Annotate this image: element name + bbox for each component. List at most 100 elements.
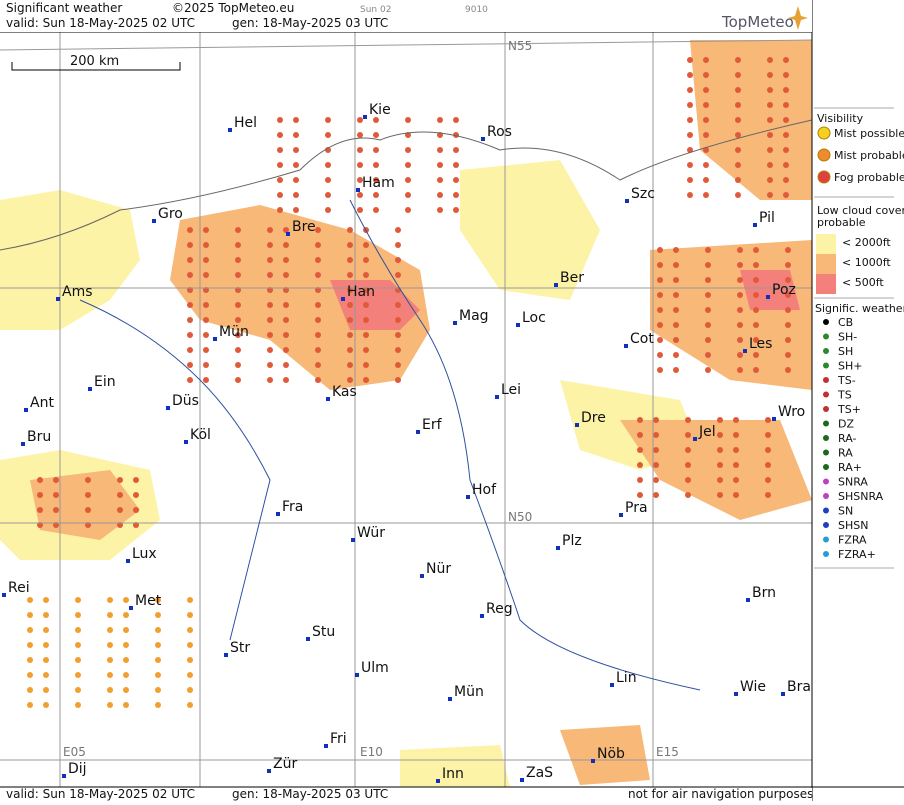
legend-item: TS xyxy=(837,389,852,402)
city-marker xyxy=(625,199,629,203)
city-label: Plz xyxy=(562,533,582,549)
fog-dot xyxy=(363,377,369,383)
city-marker xyxy=(286,232,290,236)
fog-dot xyxy=(283,347,289,353)
legend-item: RA xyxy=(838,447,853,460)
city-marker xyxy=(56,297,60,301)
fog-dot xyxy=(107,627,113,633)
city-label: Ams xyxy=(62,284,93,300)
fog-dot xyxy=(453,117,459,123)
fog-dot xyxy=(187,377,193,383)
city-marker xyxy=(453,321,457,325)
fog-dot xyxy=(685,417,691,423)
fog-dot xyxy=(737,277,743,283)
fog-dot xyxy=(405,162,411,168)
fog-dot xyxy=(277,207,283,213)
city-marker xyxy=(693,437,697,441)
fog-dot xyxy=(107,597,113,603)
footer-bg xyxy=(0,788,812,801)
fog-dot xyxy=(437,117,443,123)
fog-dot xyxy=(737,307,743,313)
fog-dot xyxy=(395,242,401,248)
fog-dot xyxy=(117,492,123,498)
fog-dot xyxy=(657,337,663,343)
fog-dot xyxy=(703,117,709,123)
fog-dot xyxy=(53,477,59,483)
fog-dot xyxy=(357,192,363,198)
city-marker xyxy=(363,115,367,119)
fog-dot xyxy=(43,687,49,693)
fog-dot xyxy=(373,207,379,213)
fog-dot xyxy=(767,117,773,123)
fog-dot xyxy=(235,227,241,233)
legend-item: FZRA xyxy=(838,534,867,547)
fog-dot xyxy=(703,87,709,93)
fog-dot xyxy=(315,227,321,233)
fog-dot xyxy=(75,657,81,663)
fog-dot xyxy=(783,72,789,78)
city-marker xyxy=(624,344,628,348)
fog-dot xyxy=(75,642,81,648)
legend-icon xyxy=(823,420,829,427)
grid-line xyxy=(0,39,813,51)
fog-dot xyxy=(733,462,739,468)
footer-gen: gen: 18-May-2025 03 UTC xyxy=(232,787,388,801)
city-label: Les xyxy=(749,336,772,352)
legend-icon xyxy=(823,536,829,543)
fog-dot xyxy=(267,257,273,263)
fog-dot xyxy=(123,657,129,663)
fog-dot xyxy=(123,702,129,708)
fog-dot xyxy=(705,262,711,268)
fog-dot xyxy=(187,242,193,248)
fog-dot xyxy=(347,302,353,308)
fog-dot xyxy=(753,277,759,283)
fog-dot xyxy=(705,307,711,313)
legend-title: Signific. weather xyxy=(815,302,904,315)
city-marker xyxy=(520,778,524,782)
city-marker xyxy=(24,408,28,412)
fog-dot xyxy=(27,642,33,648)
fog-dot xyxy=(783,162,789,168)
fog-dot xyxy=(657,262,663,268)
fog-dot xyxy=(753,352,759,358)
fog-dot xyxy=(325,207,331,213)
fog-dot xyxy=(347,242,353,248)
coastline xyxy=(299,119,813,181)
fog-dot xyxy=(395,332,401,338)
city-marker xyxy=(129,606,133,610)
scale-label: 200 km xyxy=(70,54,119,69)
legend-item: TS+ xyxy=(837,403,861,416)
city-label: Ant xyxy=(30,395,54,411)
city-label: Dij xyxy=(68,761,87,777)
fog-dot xyxy=(315,257,321,263)
fog-dot xyxy=(107,687,113,693)
city-marker xyxy=(734,692,738,696)
fog-dot xyxy=(267,242,273,248)
fog-dot xyxy=(703,162,709,168)
legend-item: SNRA xyxy=(838,476,868,489)
fog-dot xyxy=(117,477,123,483)
fog-dot xyxy=(687,147,693,153)
city-label: Bra xyxy=(787,679,811,695)
fog-dot xyxy=(187,687,193,693)
legend-item: < 1000ft xyxy=(842,256,891,269)
city-label: Zür xyxy=(273,756,297,772)
legend-icon xyxy=(823,333,829,340)
fog-dot xyxy=(657,307,663,313)
fog-dot xyxy=(685,462,691,468)
fog-dot xyxy=(187,597,193,603)
city-label: Lin xyxy=(616,670,637,686)
city-marker xyxy=(516,323,520,327)
fog-dot xyxy=(283,377,289,383)
fog-dot xyxy=(735,132,741,138)
fog-dot xyxy=(753,307,759,313)
fog-dot xyxy=(357,177,363,183)
fog-dot xyxy=(673,247,679,253)
fog-dot xyxy=(203,257,209,263)
fog-dot xyxy=(395,227,401,233)
fog-dot xyxy=(785,352,791,358)
fog-dot xyxy=(187,347,193,353)
city-label: Ulm xyxy=(361,660,389,676)
code: 9010 xyxy=(465,5,488,15)
